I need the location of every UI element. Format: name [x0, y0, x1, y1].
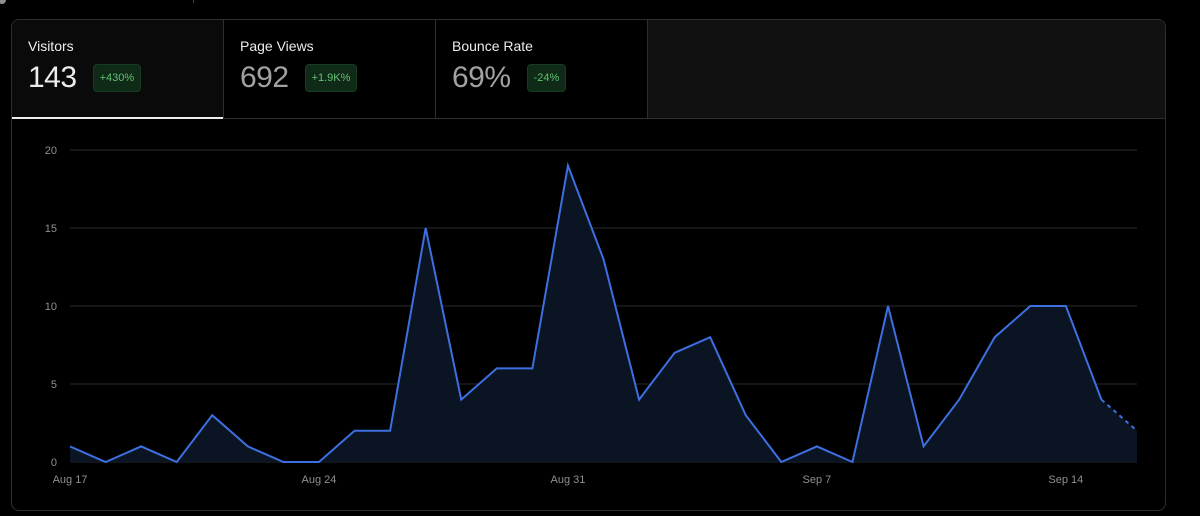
x-tick-label: Sep 14	[1048, 474, 1083, 486]
y-tick-label: 0	[51, 457, 57, 469]
tab-bounce-rate[interactable]: Bounce Rate 69% -24%	[436, 20, 648, 118]
top-bar-fragment	[0, 0, 200, 8]
stat-label: Visitors	[28, 38, 74, 54]
x-tick-label: Aug 24	[302, 474, 337, 486]
tab-visitors[interactable]: Visitors 143 +430%	[12, 20, 224, 119]
divider	[193, 0, 194, 3]
area-fill	[70, 165, 1137, 462]
stat-label: Page Views	[240, 38, 314, 54]
stat-value: 69%	[452, 61, 511, 94]
y-tick-label: 5	[51, 379, 57, 391]
change-badge: -24%	[526, 64, 567, 92]
stat-label: Bounce Rate	[452, 38, 533, 54]
x-tick-label: Aug 31	[550, 474, 585, 486]
x-tick-label: Aug 17	[53, 474, 88, 486]
y-tick-label: 20	[45, 145, 57, 157]
stat-value: 143	[28, 61, 77, 94]
stat-value: 692	[240, 61, 289, 94]
change-badge: +1.9K%	[304, 64, 358, 92]
analytics-panel: Visitors 143 +430% Page Views 692 +1.9K%…	[11, 19, 1166, 511]
change-badge: +430%	[92, 64, 142, 92]
y-tick-label: 15	[45, 223, 57, 235]
y-tick-label: 10	[45, 301, 57, 313]
avatar	[0, 0, 6, 4]
series-line	[69, 161, 1103, 464]
visitors-chart: 0 5 10 15 20 Aug 17 Aug 24 Aug 31 Sep 7 Sep 14	[45, 145, 1138, 486]
stats-filler	[648, 20, 1165, 118]
tab-page-views[interactable]: Page Views 692 +1.9K%	[224, 20, 436, 118]
stats-tabs: Visitors 143 +430% Page Views 692 +1.9K%…	[12, 20, 1165, 119]
x-tick-label: Sep 7	[803, 474, 832, 486]
